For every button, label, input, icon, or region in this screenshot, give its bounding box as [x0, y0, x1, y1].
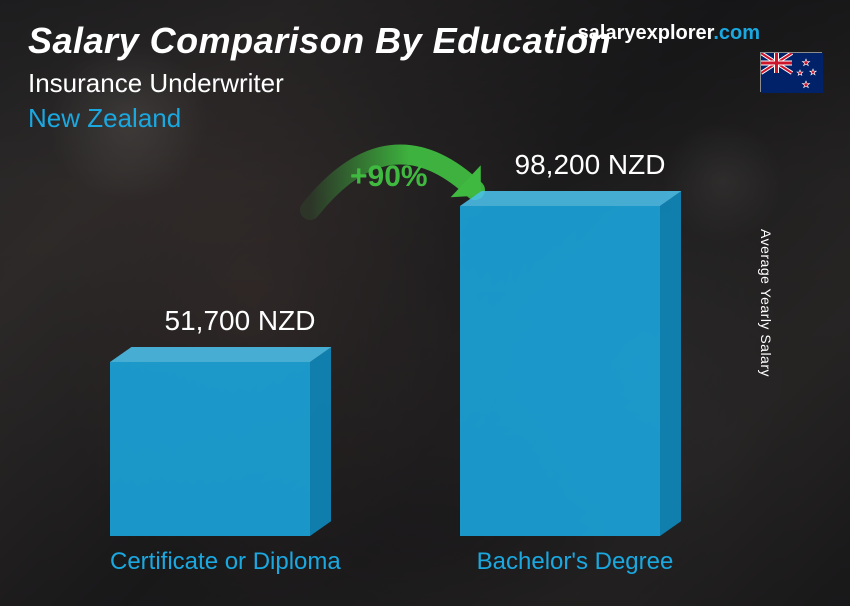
bar-category-label: Certificate or Diploma: [110, 548, 340, 576]
bar-3d: [460, 191, 690, 536]
bar-group: 51,700 NZDCertificate or Diploma: [110, 305, 340, 576]
y-axis-label: Average Yearly Salary: [758, 229, 774, 377]
increase-percentage: +90%: [350, 160, 428, 194]
nz-flag-icon: [760, 52, 822, 92]
bar-3d: [110, 347, 340, 536]
brand-prefix: salaryexplorer: [578, 22, 714, 44]
bar-value-label: 51,700 NZD: [125, 305, 355, 337]
chart-subtitle: Insurance Underwriter: [28, 68, 822, 99]
bar-group: 98,200 NZDBachelor's Degree: [460, 149, 690, 576]
content-layer: Salary Comparison By Education Insurance…: [0, 0, 850, 606]
bar-value-label: 98,200 NZD: [475, 149, 705, 181]
brand-suffix: .com: [713, 22, 760, 44]
bar-category-label: Bachelor's Degree: [460, 548, 690, 576]
bar-chart: +90% 51,700 NZDCertificate or Diploma98,…: [60, 150, 780, 576]
brand-watermark: salaryexplorer.com: [578, 22, 760, 45]
